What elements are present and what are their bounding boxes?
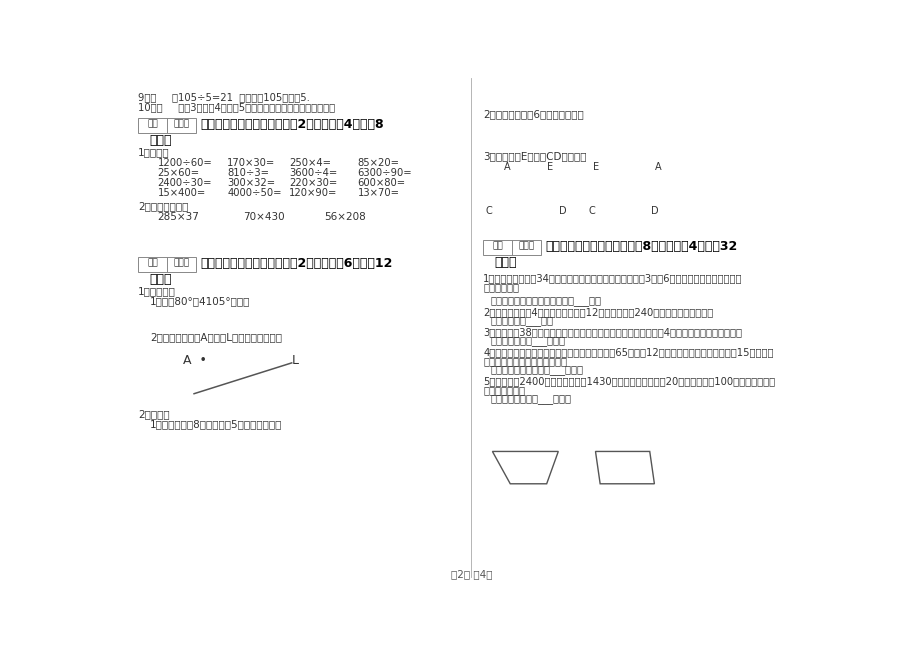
- Text: 得分: 得分: [147, 258, 158, 267]
- Text: 2、用绞式计算。: 2、用绞式计算。: [138, 202, 188, 211]
- Text: 25×60=: 25×60=: [157, 168, 199, 178]
- Text: 2400÷30=: 2400÷30=: [157, 178, 212, 188]
- Text: D: D: [559, 206, 566, 216]
- Text: E: E: [593, 162, 598, 172]
- Text: L: L: [291, 354, 299, 367]
- Text: 285×37: 285×37: [157, 212, 199, 222]
- Text: 6300÷90=: 6300÷90=: [357, 168, 412, 178]
- Text: 15×400=: 15×400=: [157, 188, 206, 198]
- Text: 70×430: 70×430: [243, 212, 284, 222]
- Text: 120×90=: 120×90=: [289, 188, 337, 198]
- Text: C: C: [485, 206, 492, 216]
- Text: 3600÷4=: 3600÷4=: [289, 168, 337, 178]
- Text: 810÷3=: 810÷3=: [227, 168, 269, 178]
- Text: 1200÷60=: 1200÷60=: [157, 158, 212, 168]
- Text: 300×32=: 300×32=: [227, 178, 275, 188]
- Text: E: E: [547, 162, 553, 172]
- Text: 评卷人: 评卷人: [518, 241, 534, 250]
- Text: 2．过直线外一点A画直线L的平行线和垂线。: 2．过直线外一点A画直线L的平行线和垂线。: [150, 332, 281, 342]
- Bar: [138, 257, 196, 272]
- Text: 1、口算。: 1、口算。: [138, 148, 170, 157]
- Text: 220×30=: 220×30=: [289, 178, 337, 188]
- Text: 分）。: 分）。: [150, 134, 172, 147]
- Text: 评卷人: 评卷人: [174, 120, 189, 129]
- Text: 答：每瓶饮料___元。: 答：每瓶饮料___元。: [491, 316, 553, 326]
- Text: 10、（     ）用3厘米、4厘米、5厘米的三根绳子不能围成三角形。: 10、（ ）用3厘米、4厘米、5厘米的三根绳子不能围成三角形。: [138, 103, 335, 112]
- Text: 13×70=: 13×70=: [357, 188, 399, 198]
- Text: 1、学校买来羽毛瑣34个，买乒乓球的个数比羽毛球个数的3倍少6个，学校买来羽毛球和乒乓: 1、学校买来羽毛瑣34个，买乒乓球的个数比羽毛球个数的3倍少6个，学校买来羽毛球…: [482, 273, 742, 283]
- Text: 5、粮店原有2400千克大米，卖出1430千克后，现在又运进20袋，平均每袋100千克。粮店现有: 5、粮店原有2400千克大米，卖出1430千克后，现在又运进20袋，平均每袋10…: [482, 376, 775, 386]
- Text: 得分: 得分: [492, 241, 503, 250]
- Text: 1．画一个长为8厘米，宽为5厘米的长方形。: 1．画一个长为8厘米，宽为5厘米的长方形。: [150, 419, 282, 429]
- Text: 四、看清题目，细心计算（关2小题，每题4分，关8: 四、看清题目，细心计算（关2小题，每题4分，关8: [200, 118, 383, 131]
- Text: 评卷人: 评卷人: [174, 258, 189, 267]
- Text: 答：学校买来羽毛球和乒乓球共___个。: 答：学校买来羽毛球和乒乓球共___个。: [491, 296, 601, 306]
- Text: C: C: [588, 206, 595, 216]
- Text: 分）。: 分）。: [150, 273, 172, 286]
- Text: 大米多少千克？: 大米多少千克？: [482, 385, 525, 395]
- Text: 球共多少个？: 球共多少个？: [482, 282, 518, 292]
- Text: 答：爸爸体重是___千克。: 答：爸爸体重是___千克。: [491, 336, 565, 346]
- Text: 2、作图。: 2、作图。: [138, 409, 170, 419]
- Text: 答：返回时每小时行馼___千米。: 答：返回时每小时行馼___千米。: [491, 365, 584, 375]
- Text: 第2页 关4页: 第2页 关4页: [450, 569, 492, 579]
- Bar: [482, 240, 540, 255]
- Bar: [138, 118, 196, 133]
- Text: 答：粮店现有大米___千克。: 答：粮店现有大米___千克。: [491, 395, 572, 404]
- Text: 170×30=: 170×30=: [227, 158, 276, 168]
- Text: 回时平均每小时行馼多少千米？: 回时平均每小时行馼多少千米？: [482, 356, 566, 366]
- Text: 3．分别过点E画线段CD的垂线。: 3．分别过点E画线段CD的垂线。: [482, 151, 586, 161]
- Text: 3、冬冬体兠38千克，表弟体重是他的一半，而爸爸体重是表弟的4倍。爸爸体重是多少千克？: 3、冬冬体兠38千克，表弟体重是他的一半，而爸爸体重是表弟的4倍。爸爸体重是多少…: [482, 327, 742, 337]
- Text: 得分: 得分: [147, 120, 158, 129]
- Text: A: A: [654, 162, 661, 172]
- Text: 56×208: 56×208: [323, 212, 366, 222]
- Text: 1、操作题：: 1、操作题：: [138, 286, 176, 296]
- Text: 4、一辆小汽车从甲地出发行驶乙地，每小时行馼65千米，12小时到达。从乙地返回时用了15小时，返: 4、一辆小汽车从甲地出发行驶乙地，每小时行馼65千米，12小时到达。从乙地返回时…: [482, 346, 773, 357]
- Text: D: D: [650, 206, 657, 216]
- Text: 600×80=: 600×80=: [357, 178, 405, 188]
- Text: 250×4=: 250×4=: [289, 158, 331, 168]
- Text: 9、（     ）105÷5=21  我们就说105能整陊5.: 9、（ ）105÷5=21 我们就说105能整陊5.: [138, 92, 310, 102]
- Text: 分）。: 分）。: [494, 256, 516, 269]
- Text: 85×20=: 85×20=: [357, 158, 399, 168]
- Text: 2．画一个边长是6厘米的正方形。: 2．画一个边长是6厘米的正方形。: [482, 109, 584, 119]
- Text: A  •: A •: [183, 354, 207, 367]
- Text: 4000÷50=: 4000÷50=: [227, 188, 281, 198]
- Text: A: A: [504, 162, 510, 172]
- Text: 五、认真思考，综合能力（关2小题，每题6分，夗12: 五、认真思考，综合能力（关2小题，每题6分，夗12: [200, 257, 392, 270]
- Text: 2、日用品商店买4箘饮料，每箘饮慄12瓶，一共花了240元。每瓶饮料多少元？: 2、日用品商店买4箘饮料，每箘饮慄12瓶，一共花了240元。每瓶饮料多少元？: [482, 307, 712, 317]
- Text: 1．画出80°、4105°的角。: 1．画出80°、4105°的角。: [150, 296, 250, 306]
- Text: 六、应用知识，解决问题（关8小题，每题4分，夗32: 六、应用知识，解决问题（关8小题，每题4分，夗32: [545, 240, 736, 253]
